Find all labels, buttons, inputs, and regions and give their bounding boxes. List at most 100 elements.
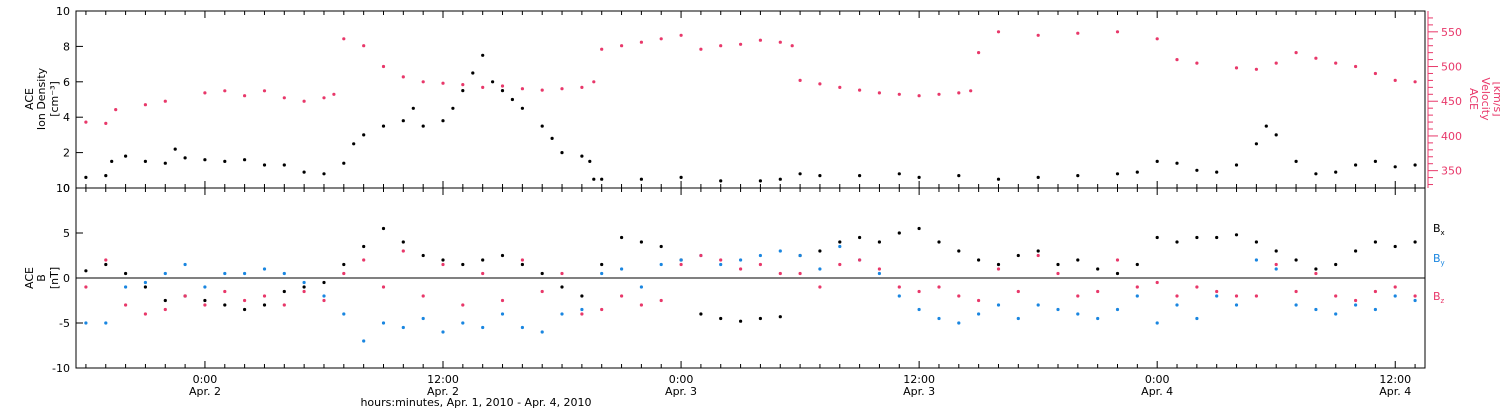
bx-point <box>401 240 405 244</box>
bz-point <box>1115 258 1120 262</box>
bx-point <box>381 226 386 231</box>
by-point <box>262 267 267 271</box>
bx-point <box>1056 262 1060 267</box>
bz-point <box>1254 294 1258 298</box>
by-point <box>739 258 743 262</box>
by-point <box>342 312 346 316</box>
bz-point <box>163 307 167 312</box>
velocity-point <box>322 96 326 100</box>
velocity-point <box>580 85 584 89</box>
by-point <box>1175 303 1179 307</box>
bz-point <box>639 303 644 307</box>
bz-point <box>302 289 306 294</box>
velocity-point <box>818 82 822 86</box>
bx-point <box>1076 258 1080 262</box>
density-point <box>1274 133 1278 137</box>
density-point <box>957 174 961 178</box>
bottom-panel-time-ticks <box>85 188 1416 368</box>
bz-point <box>758 262 763 267</box>
density-point <box>282 163 286 167</box>
bx-point <box>540 271 544 276</box>
bz-point <box>977 298 981 303</box>
bz-point <box>481 271 485 276</box>
velocity-point <box>897 92 901 96</box>
bz-point <box>957 294 961 298</box>
velocity-point <box>1413 80 1417 84</box>
density-point <box>1115 172 1120 176</box>
density-point <box>342 161 346 165</box>
density-point <box>1334 170 1338 174</box>
bx-point <box>957 249 961 253</box>
by-point <box>1215 294 1219 298</box>
density-point <box>84 175 88 179</box>
bz-point <box>897 285 901 289</box>
velocity-point <box>500 84 505 88</box>
by-point <box>124 285 128 289</box>
velocity-point <box>858 88 862 92</box>
velocity-point <box>520 87 525 91</box>
by-point <box>1096 316 1100 321</box>
velocity-point <box>1076 31 1080 35</box>
density-point <box>1373 159 1377 163</box>
by-point <box>620 267 624 271</box>
bz-point <box>917 289 921 294</box>
bz-point <box>600 307 604 312</box>
bx-point <box>1155 235 1159 240</box>
by-point <box>520 325 525 330</box>
bx-point <box>262 303 267 307</box>
density-point <box>1393 165 1397 169</box>
density-point <box>1135 170 1139 174</box>
bz-point <box>679 262 683 267</box>
density-point <box>588 159 592 163</box>
velocity-point <box>592 80 596 84</box>
by-point <box>243 271 247 276</box>
bx-point <box>560 285 564 289</box>
bx-point <box>203 298 207 303</box>
velocity-point <box>1393 78 1397 82</box>
density-tick-label: 4 <box>63 111 70 124</box>
bx-point <box>620 235 624 240</box>
by-point <box>778 249 782 253</box>
b-tick-label: 10 <box>56 182 70 195</box>
velocity-point <box>104 121 108 125</box>
density-tick-label: 6 <box>63 76 70 89</box>
by-point <box>639 285 644 289</box>
velocity-tick-label: 450 <box>1441 95 1462 108</box>
density-point <box>124 154 128 158</box>
by-point <box>203 285 207 289</box>
velocity-point <box>778 40 782 44</box>
bx-point <box>1215 235 1219 240</box>
density-point <box>481 53 485 57</box>
by-point <box>104 321 108 325</box>
bz-point <box>818 285 822 289</box>
by-point <box>1036 303 1040 307</box>
velocity-point <box>1373 71 1377 76</box>
velocity-point <box>798 78 802 82</box>
density-point <box>1314 172 1318 176</box>
bz-point <box>262 294 267 298</box>
bz-point <box>342 271 346 276</box>
density-point <box>203 158 207 162</box>
density-point <box>362 133 366 137</box>
density-point <box>1294 159 1298 163</box>
bz-point <box>620 294 624 298</box>
density-point <box>1354 163 1358 167</box>
date-tick-label: Apr. 4 <box>1379 385 1411 398</box>
velocity-point <box>1354 64 1358 69</box>
bx-point <box>659 244 663 249</box>
bx-point <box>1175 240 1179 244</box>
bx-point <box>461 262 465 267</box>
density-point <box>173 147 177 151</box>
by-point <box>1354 303 1358 307</box>
by-point <box>381 321 386 325</box>
density-tick-label: 8 <box>63 40 70 53</box>
bx-point <box>600 262 604 267</box>
density-point <box>302 170 306 174</box>
velocity-point <box>362 44 366 48</box>
density-point <box>550 136 554 140</box>
bz-point <box>183 294 187 298</box>
bx-point <box>996 262 1001 267</box>
density-point <box>996 177 1001 181</box>
velocity-point <box>1234 66 1239 70</box>
